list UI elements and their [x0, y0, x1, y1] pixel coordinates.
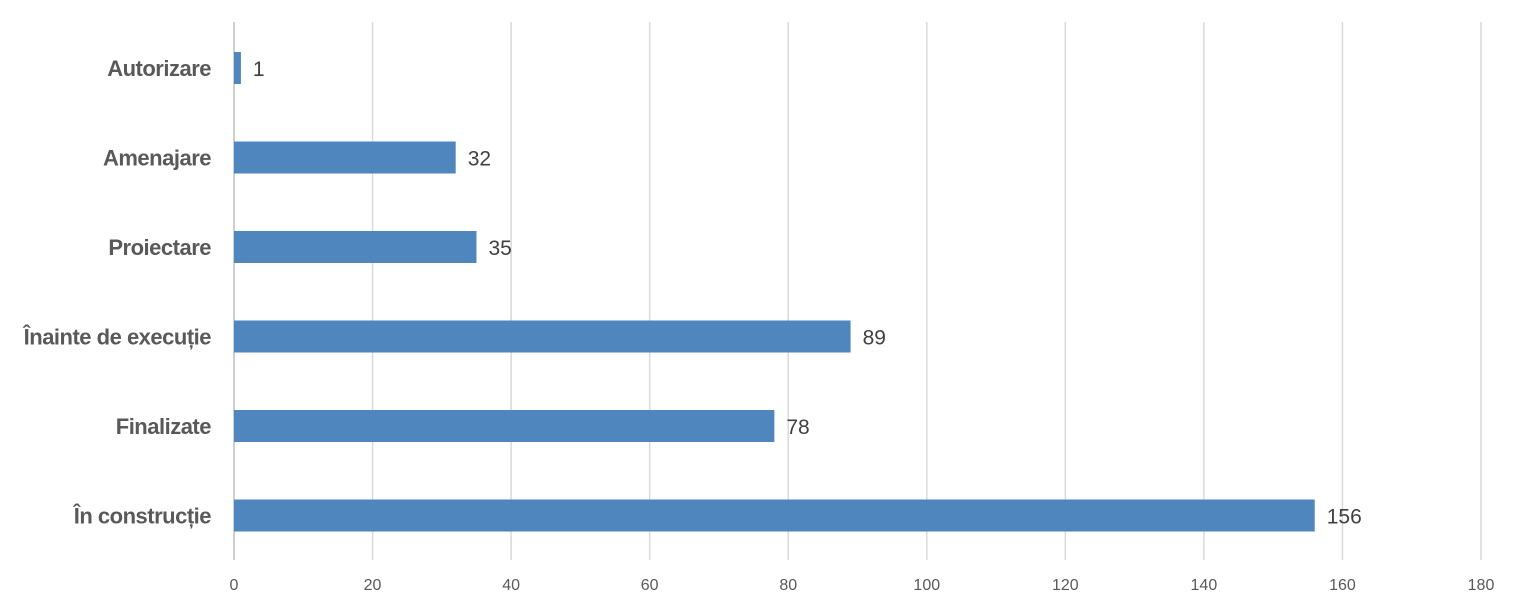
value-labels: 1 32 35 89 78 156: [253, 58, 1362, 529]
x-tick-label: 20: [364, 577, 382, 594]
bar: [234, 231, 477, 263]
x-tick-label: 100: [913, 577, 940, 594]
x-tick-label: 140: [1191, 577, 1218, 594]
data-label: 35: [488, 237, 511, 260]
data-label: 32: [468, 148, 491, 171]
category-label: Finalizate: [116, 414, 212, 439]
bar: [234, 141, 456, 174]
x-tick-label: 180: [1468, 577, 1495, 594]
category-label: Autorizare: [107, 56, 211, 81]
data-label: 156: [1327, 506, 1362, 529]
category-label: Proiectare: [108, 235, 211, 260]
bar: [234, 52, 241, 84]
bar: [234, 499, 1315, 532]
data-label: 89: [863, 327, 886, 350]
x-tick-label: 80: [779, 577, 797, 594]
x-tick-label: 40: [502, 577, 520, 594]
x-axis-tick-labels: 0 20 40 60 80 100 120 140 160 180: [230, 577, 1495, 594]
x-tick-label: 60: [641, 577, 659, 594]
category-label: Înainte de execuție: [23, 325, 212, 350]
x-tick-label: 120: [1052, 577, 1079, 594]
category-labels: Autorizare Amenajare Proiectare Înainte de …: [23, 56, 212, 529]
data-label: 78: [786, 416, 809, 439]
x-tick-label: 160: [1329, 577, 1356, 594]
category-label: În construcție: [73, 504, 212, 529]
data-label: 1: [253, 58, 265, 81]
category-label: Amenajare: [103, 146, 211, 171]
x-tick-label: 0: [230, 577, 239, 594]
bar: [234, 410, 775, 442]
gridlines: [233, 22, 1482, 560]
bar: [234, 320, 851, 353]
bars: [234, 52, 1315, 532]
